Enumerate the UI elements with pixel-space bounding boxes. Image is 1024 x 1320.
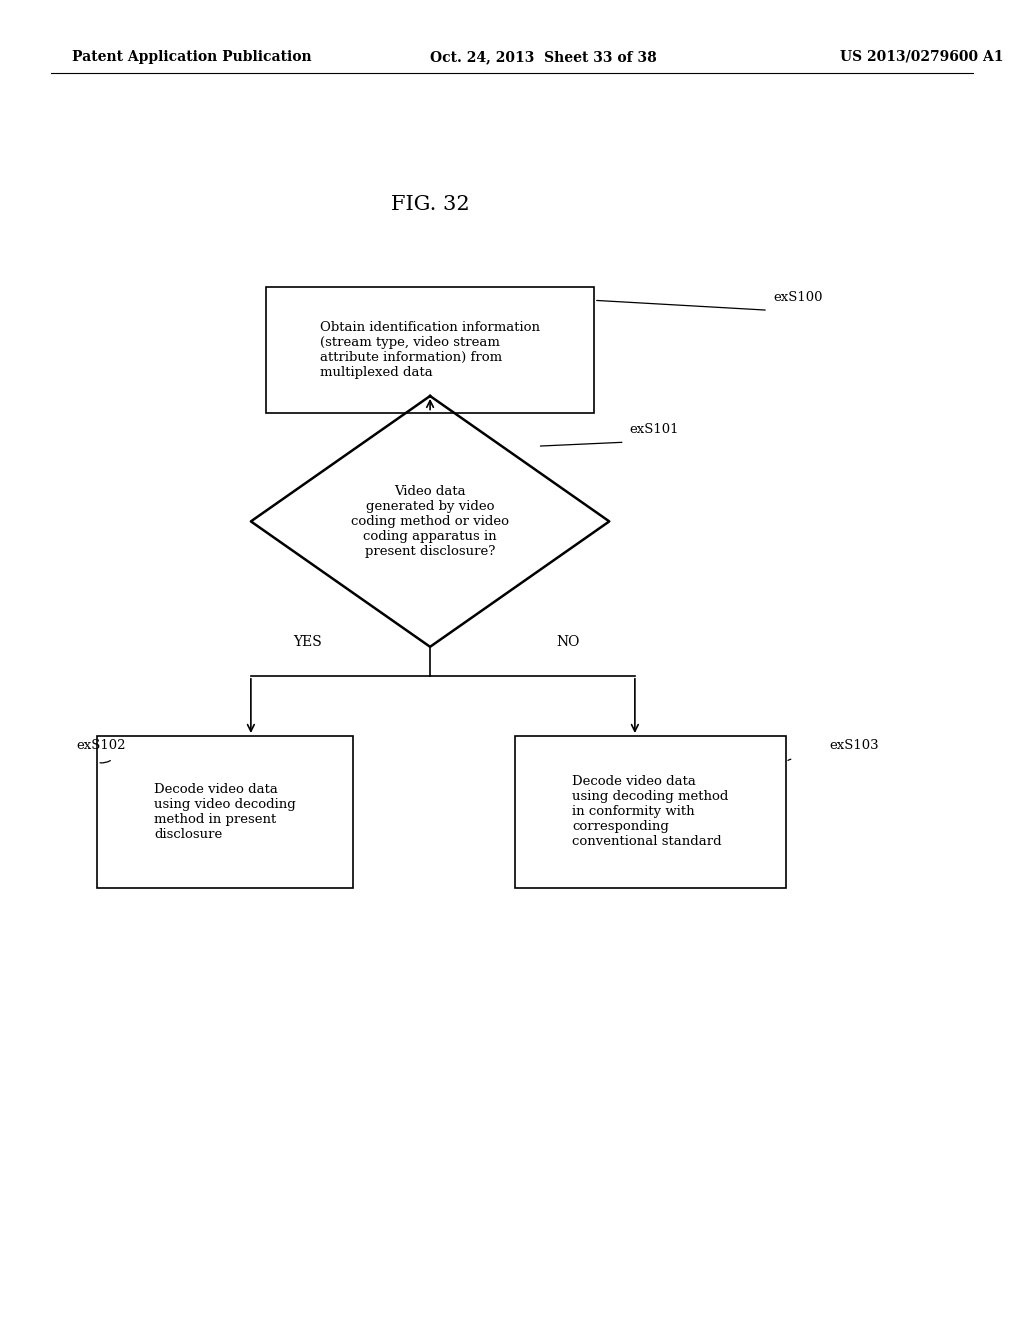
- Text: US 2013/0279600 A1: US 2013/0279600 A1: [840, 50, 1004, 63]
- Text: YES: YES: [293, 635, 322, 649]
- FancyBboxPatch shape: [97, 737, 353, 887]
- Text: Decode video data
using video decoding
method in present
disclosure: Decode video data using video decoding m…: [155, 783, 296, 841]
- Text: exS101: exS101: [630, 422, 679, 436]
- Polygon shape: [251, 396, 609, 647]
- Text: exS103: exS103: [829, 739, 879, 752]
- Text: Video data
generated by video
coding method or video
coding apparatus in
present: Video data generated by video coding met…: [351, 484, 509, 558]
- Text: Patent Application Publication: Patent Application Publication: [72, 50, 311, 63]
- Text: exS100: exS100: [773, 290, 822, 304]
- Text: Oct. 24, 2013  Sheet 33 of 38: Oct. 24, 2013 Sheet 33 of 38: [430, 50, 656, 63]
- Text: Obtain identification information
(stream type, video stream
attribute informati: Obtain identification information (strea…: [321, 321, 540, 379]
- Text: NO: NO: [557, 635, 580, 649]
- Text: exS102: exS102: [77, 739, 126, 752]
- Text: FIG. 32: FIG. 32: [391, 195, 469, 214]
- FancyBboxPatch shape: [514, 737, 786, 887]
- FancyBboxPatch shape: [266, 288, 594, 412]
- Text: Decode video data
using decoding method
in conformity with
corresponding
convent: Decode video data using decoding method …: [572, 775, 728, 849]
